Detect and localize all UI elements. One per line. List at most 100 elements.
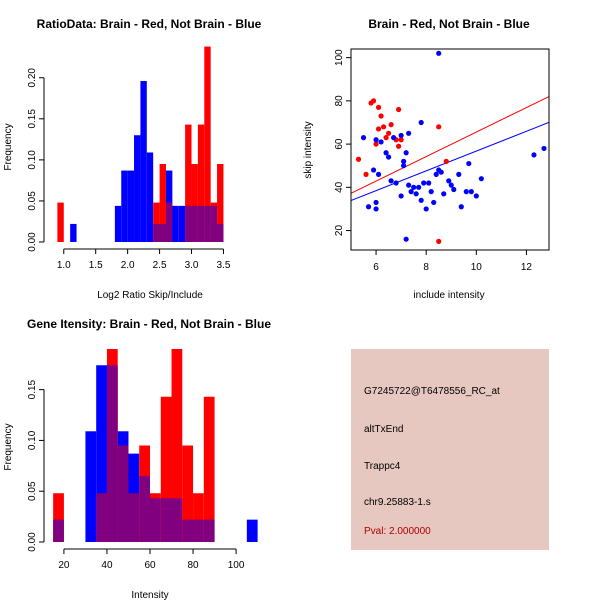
scatter-point-brain — [355, 156, 362, 162]
gene-bar-not-brain-3 — [85, 431, 97, 542]
scatter-title: Brain - Red, Not Brain - Blue — [368, 17, 530, 31]
scatter-point-not-brain — [448, 182, 454, 188]
scatter-point-not-brain — [373, 137, 379, 143]
scatter-point-brain — [436, 238, 442, 244]
gene-bar-overlap-14 — [203, 519, 215, 542]
ratio-x-ticks: 1.0 1.5 2.0 2.5 3.0 3.5 — [57, 249, 231, 271]
scatter-point-not-brain — [398, 132, 404, 139]
ratio-bar-brain-21 — [191, 163, 198, 242]
gene-bar-brain-0 — [53, 493, 64, 542]
ratio-bar-overlap-23 — [204, 205, 211, 242]
ratio-bar-overlap-25 — [217, 223, 224, 242]
scatter-regression-lines — [351, 96, 549, 202]
scatter-point-not-brain — [436, 50, 442, 56]
scatter-point-not-brain — [408, 189, 414, 195]
scatter-point-brain — [375, 104, 382, 110]
scatter-point-brain — [378, 113, 384, 119]
ratio-bar-overlap-22 — [197, 205, 205, 242]
gene-bar-overlap-0 — [53, 519, 64, 542]
scatter-y-tick-label: 80 — [334, 95, 345, 107]
scatter-point-not-brain — [423, 206, 429, 212]
ratio-bar-not-brain-11 — [127, 170, 135, 242]
ratio-bar-overlap-15 — [153, 223, 160, 242]
gene-bar-brain-11 — [171, 349, 183, 542]
scatter-point-not-brain — [416, 184, 422, 190]
ratio-x-tick-label: 1.0 — [57, 260, 71, 271]
ratio-bar-overlap-20 — [185, 205, 192, 242]
ratio-y-tick-label: 0.10 — [27, 150, 38, 170]
gene-x-tick-label: 20 — [58, 560, 70, 571]
scatter-point-brain — [385, 130, 392, 136]
ratio-bars — [57, 46, 224, 243]
gene-bar-overlap-8 — [139, 475, 150, 542]
gene-x-tick-label: 100 — [228, 560, 245, 571]
ratio-y-ticks: 0.00 0.05 0.10 0.15 0.20 — [27, 68, 44, 252]
scatter-y-ticks: 20 40 60 80 100 — [334, 49, 351, 236]
scatter-point-not-brain — [541, 145, 547, 152]
gene-y-tick-label: 0.05 — [27, 481, 38, 501]
genomic-location-text: chr9.25883-1.s — [364, 497, 431, 508]
scatter-point-not-brain — [421, 180, 427, 186]
ratio-bar-overlap-17 — [165, 202, 173, 242]
gene-bar-brain-13 — [193, 493, 204, 542]
ratio-bar-not-brain-12 — [134, 135, 141, 242]
scatter-point-not-brain — [411, 184, 417, 190]
scatter-point-not-brain — [463, 189, 469, 195]
scatter-point-not-brain — [373, 199, 379, 206]
ratio-bar-overlap-16 — [159, 223, 166, 242]
ratio-bar-not-brain-10 — [121, 170, 128, 242]
ratio-bar-brain-25 — [217, 163, 224, 242]
scatter-point-brain — [436, 124, 442, 130]
ratio-bar-brain-23 — [204, 46, 211, 243]
ratio-y-tick-label: 0.05 — [27, 191, 38, 211]
scatter-points — [355, 50, 547, 244]
pvalue-text: Pval: 2.000000 — [364, 526, 431, 537]
ratio-bar-brain-20 — [185, 124, 192, 242]
gene-bar-not-brain-18 — [246, 519, 258, 542]
scatter-point-not-brain — [393, 180, 399, 186]
ratio-bar-overlap-24 — [210, 205, 218, 242]
ratio-bar-not-brain-2 — [70, 223, 77, 242]
gene-bar-overlap-6 — [117, 445, 129, 542]
scatter-point-not-brain — [375, 171, 382, 177]
scatter-point-not-brain — [401, 163, 407, 169]
ratio-bar-brain-0 — [57, 202, 64, 242]
scatter-x-tick-label: 8 — [423, 262, 429, 273]
scatter-point-not-brain — [478, 176, 484, 182]
ratio-y-tick-label: 0.00 — [27, 232, 38, 252]
scatter-point-not-brain — [426, 180, 432, 186]
scatter-point-not-brain — [428, 189, 434, 195]
gene-y-label: Frequency — [3, 423, 14, 470]
scatter-point-brain — [396, 143, 402, 149]
ratio-bar-not-brain-13 — [140, 81, 147, 242]
scatter-point-not-brain — [431, 199, 437, 206]
scatter-point-not-brain — [373, 206, 379, 212]
scatter-point-brain — [443, 158, 449, 164]
ratio-bar-brain-15 — [153, 202, 160, 242]
ratio-x-label: Log2 Ratio Skip/Include — [97, 290, 203, 301]
scatter-panel: Brain - Red, Not Brain - Blue 6 8 10 12 20 4… — [303, 17, 550, 301]
scatter-y-tick-label: 20 — [334, 225, 345, 237]
scatter-point-not-brain — [433, 171, 439, 177]
scatter-point-brain — [375, 126, 382, 132]
scatter-point-not-brain — [360, 135, 367, 141]
regression-line-not-brain — [351, 121, 549, 202]
scatter-point-not-brain — [531, 152, 537, 158]
regression-line-brain — [351, 96, 549, 194]
ratio-bar-not-brain-19 — [178, 205, 186, 242]
scatter-point-brain — [398, 137, 404, 143]
event-type-text: altTxEnd — [364, 424, 404, 435]
gene-bar-brain-14 — [203, 396, 215, 542]
scatter-point-not-brain — [446, 178, 452, 184]
scatter-point-brain — [373, 141, 379, 147]
scatter-point-not-brain — [378, 139, 384, 145]
gene-bar-overlap-10 — [160, 498, 172, 542]
scatter-x-ticks: 6 8 10 12 — [373, 250, 532, 273]
scatter-point-not-brain — [418, 197, 424, 203]
ratio-bar-not-brain-14 — [146, 152, 154, 242]
ratio-bar-brain-22 — [197, 124, 205, 242]
ratio-x-tick-label: 3.0 — [185, 260, 199, 271]
gene-title: Gene Itensity: Brain - Red, Not Brain - … — [27, 317, 271, 331]
gene-x-tick-label: 80 — [187, 560, 199, 571]
